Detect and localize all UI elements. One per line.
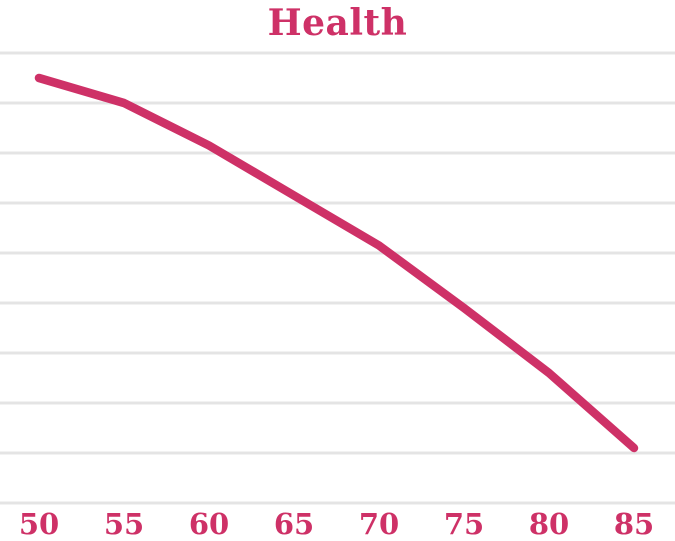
gridlines-group [0, 51, 675, 505]
x-tick-label: 75 [444, 507, 484, 541]
x-tick-label: 55 [104, 507, 144, 541]
x-axis-labels-group: 50 55 60 65 70 75 80 85 [19, 507, 654, 541]
chart-title: Health [267, 2, 408, 44]
health-line [34, 73, 639, 453]
x-tick-label: 50 [19, 507, 59, 541]
series-group [34, 73, 639, 453]
x-tick-label: 80 [529, 507, 569, 541]
x-tick-label: 65 [274, 507, 314, 541]
x-tick-label: 85 [614, 507, 654, 541]
x-tick-label: 60 [189, 507, 229, 541]
x-tick-label: 70 [359, 507, 399, 541]
